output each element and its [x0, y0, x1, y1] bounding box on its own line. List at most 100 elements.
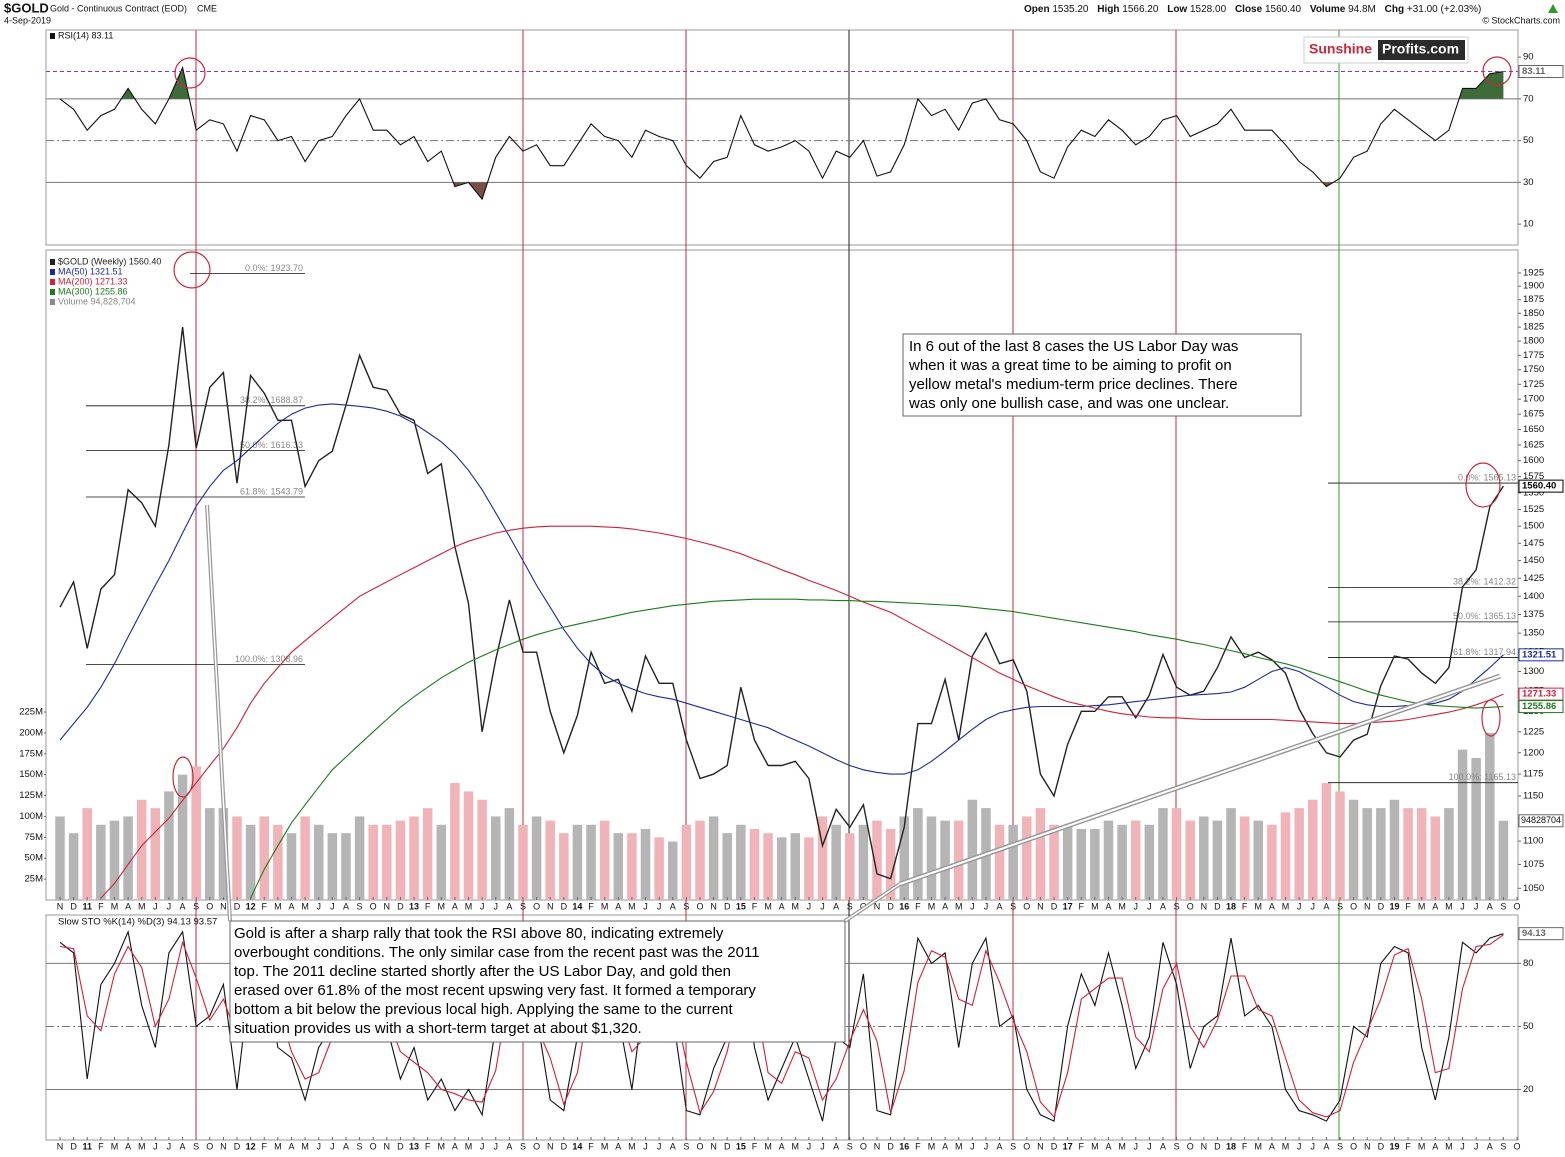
circle — [1465, 462, 1501, 508]
x-tick-label: M — [792, 901, 800, 911]
x-tick-label: D — [561, 901, 568, 911]
x-tick-label: A — [833, 1141, 839, 1151]
volume-bar — [967, 799, 978, 900]
volume-bar — [1158, 808, 1168, 900]
x-tick-label: S — [683, 901, 689, 911]
y-tick-label: 50 — [1523, 1021, 1534, 1032]
y2-tick-label: 175M — [19, 748, 43, 759]
x-tick-label: A — [125, 901, 131, 911]
up-arrow — [1548, 4, 1558, 13]
rsi-frame — [45, 29, 1519, 246]
series-line — [59, 327, 1504, 880]
volume-bar — [82, 808, 92, 900]
quote-value: 94.8M — [1348, 4, 1376, 15]
volume-bar — [436, 824, 447, 900]
logo-second: Profits.com — [1382, 41, 1459, 57]
volume-bar — [1022, 816, 1032, 900]
x-tick-label: M — [438, 1141, 446, 1151]
volume-bar — [409, 816, 419, 900]
y-tick-label: 1825 — [1523, 322, 1544, 333]
volume-bar — [55, 816, 65, 900]
annotation-line: when it was a great time to be aiming to… — [908, 357, 1232, 374]
y-tick-label: 1725 — [1523, 379, 1544, 390]
legend-swatch — [50, 33, 55, 39]
legend-swatch — [50, 279, 55, 285]
y-tick-label: 1400 — [1523, 591, 1544, 602]
annotation-line: Gold is after a sharp rally that took th… — [234, 925, 724, 942]
series-line — [59, 403, 1504, 775]
x-tick-label: A — [343, 901, 349, 911]
circle — [174, 57, 206, 89]
logo: Sunshine Profits.com — [1303, 36, 1469, 64]
volume-bar — [1307, 799, 1318, 900]
volume-bar — [559, 833, 569, 900]
volume-bar — [490, 816, 501, 900]
x-tick-label: A — [288, 901, 294, 911]
x-tick-label: J — [657, 1141, 662, 1151]
volume-bar — [1117, 824, 1127, 900]
logo-first: Sunshine — [1309, 41, 1372, 57]
x-tick-label: A — [1323, 1141, 1329, 1151]
chart-title: Slow STO %K(14) %D(3) 94.13 93.57 — [58, 917, 217, 928]
y-tick-label: 1050 — [1523, 883, 1544, 894]
volume-bar — [177, 774, 188, 900]
x-tick-label: A — [452, 1141, 458, 1151]
x-tick-label: J — [984, 901, 989, 911]
value-tag-box — [1518, 479, 1564, 493]
highlight-circles — [172, 56, 1512, 798]
x-tick-label: J — [1297, 1141, 1302, 1151]
volume-bar — [722, 833, 732, 900]
legend-swatch — [50, 269, 55, 275]
connector — [206, 504, 231, 922]
x-tick-label: S — [1500, 901, 1506, 911]
x-tick-label: N — [220, 1141, 227, 1151]
x-tick-label: D — [887, 1141, 894, 1151]
y2-tick-label: 225M — [19, 707, 43, 718]
volume-bar — [681, 824, 692, 900]
x-tick-label: A — [452, 901, 458, 911]
y-tick-label: 1575 — [1523, 471, 1544, 482]
x-tick-label: S — [520, 1141, 526, 1151]
volume-bar — [1049, 824, 1059, 900]
volume-bar — [1103, 820, 1114, 900]
volume-bar — [205, 808, 215, 900]
volume-bar — [1376, 808, 1386, 900]
x-tick-label: M — [274, 1141, 282, 1151]
volume-bar — [1062, 824, 1073, 900]
x-tick-label: A — [615, 901, 621, 911]
x-tick-label: A — [1487, 1141, 1493, 1151]
x-tick-label: F — [1405, 1141, 1411, 1151]
x-tick-label: F — [752, 901, 758, 911]
x-tick-label: 15 — [736, 901, 746, 911]
y-tick-label: 1475 — [1523, 538, 1544, 549]
x-tick-label: J — [1147, 1141, 1152, 1151]
x-tick-label: N — [57, 901, 64, 911]
x-tick-label: O — [1350, 901, 1357, 911]
x-tick-label: S — [193, 901, 199, 911]
value-tag: 1255.86 — [1522, 701, 1556, 712]
x-tick-label: F — [1242, 901, 1248, 911]
value-tag: 1321.51 — [1522, 649, 1557, 660]
volume-bar — [123, 816, 133, 900]
x-tick-label: M — [438, 901, 446, 911]
x-tick-label: A — [1269, 901, 1275, 911]
x-tick-label: M — [111, 1141, 119, 1151]
volume-bar — [926, 816, 937, 900]
volume-bar — [831, 824, 841, 900]
volume-bar — [940, 820, 950, 900]
symbol: $GOLD — [4, 0, 49, 15]
quote-label: Volume — [1310, 4, 1346, 15]
x-tick-label: A — [1160, 1141, 1166, 1151]
y-tick-label: 1200 — [1523, 747, 1544, 758]
volume-bar — [872, 820, 882, 900]
volume-bar — [1485, 732, 1495, 900]
x-tick-label: A — [779, 901, 785, 911]
x-tick-label: J — [493, 1141, 498, 1151]
volume-bar — [1185, 820, 1195, 900]
volume-bar — [477, 799, 487, 900]
x-tick-label: S — [847, 901, 853, 911]
series-line — [250, 598, 1504, 899]
y2-tick-label: 25M — [25, 874, 44, 885]
annotation-line: bottom a bit below the previous local hi… — [234, 1001, 733, 1018]
y-tick-label: 1925 — [1523, 267, 1544, 278]
